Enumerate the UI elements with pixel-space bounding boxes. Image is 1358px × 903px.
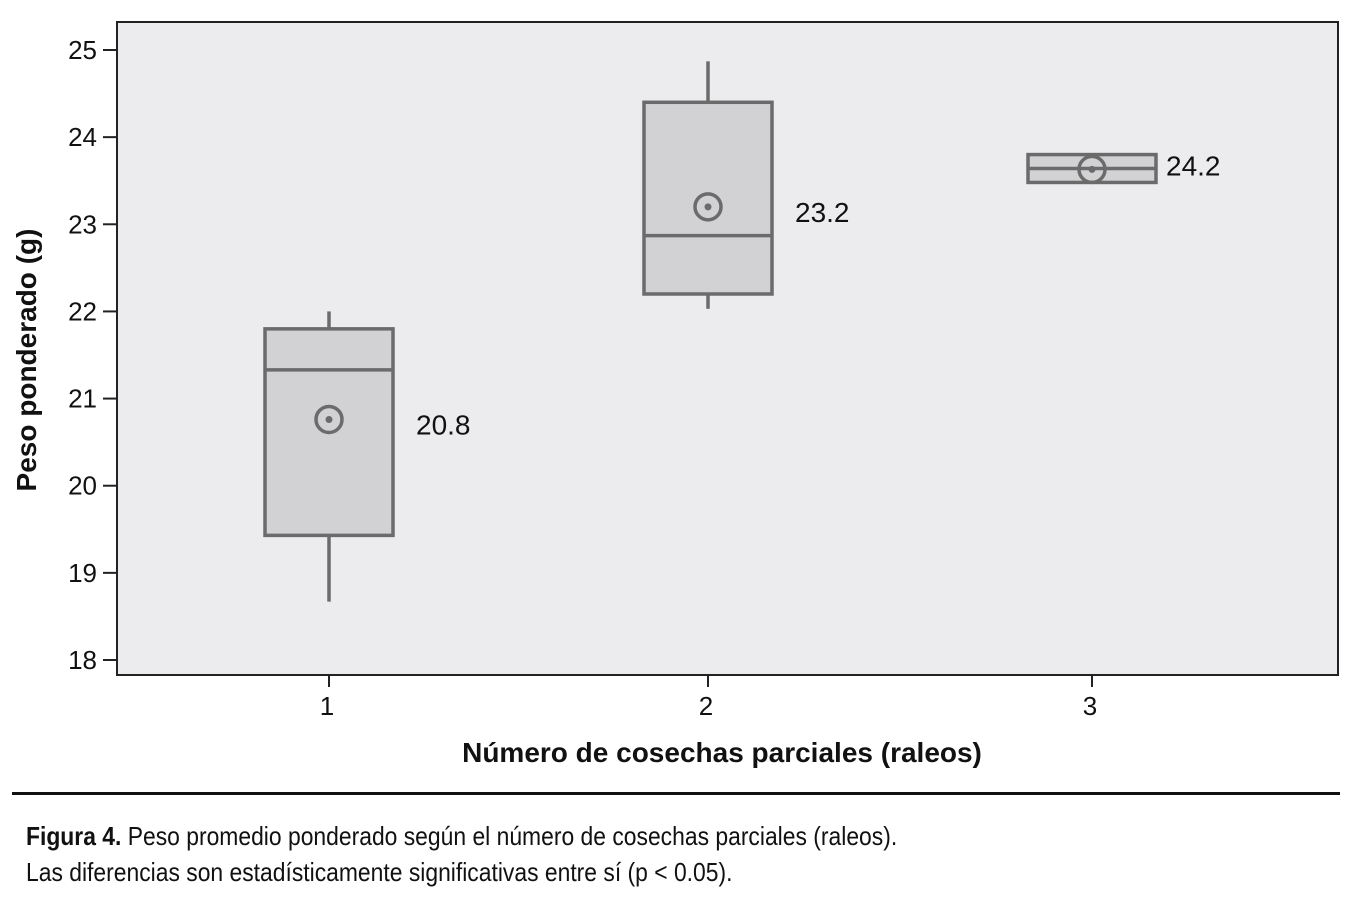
mean-dot-1 [325, 415, 333, 423]
mean-label-1: 20.8 [416, 409, 471, 440]
caption-line-1: Figura 4. Peso promedio ponderado según … [26, 818, 1179, 854]
x-tick-label-2: 2 [699, 691, 713, 721]
y-axis: 18 19 20 21 22 23 24 25 [68, 35, 117, 675]
mean-marker-2 [693, 192, 723, 222]
box-group-2: 23.2 [642, 61, 850, 309]
mean-label-2: 23.2 [795, 197, 850, 228]
y-tick-label-19: 19 [68, 558, 97, 588]
mean-dot-2 [704, 203, 712, 211]
y-tick-label-25: 25 [68, 35, 97, 65]
y-tick-label-21: 21 [68, 384, 97, 414]
caption-text-1: Peso promedio ponderado según el número … [127, 821, 898, 851]
y-tick-label-20: 20 [68, 471, 97, 501]
x-axis-title: Número de cosechas parciales (raleos) [462, 737, 982, 768]
box-group-3: 24.2 [1026, 150, 1221, 185]
y-tick-label-18: 18 [68, 645, 97, 675]
box-group-1: 20.8 [263, 311, 471, 602]
mean-marker-1 [314, 404, 344, 435]
x-axis: 1 2 3 [320, 675, 1097, 721]
caption-line-2: Las diferencias son estadísticamente sig… [26, 857, 733, 887]
mean-dot-3 [1088, 165, 1096, 173]
y-tick-label-22: 22 [68, 296, 97, 326]
mean-label-3: 24.2 [1166, 150, 1221, 181]
mean-marker-3 [1077, 154, 1107, 185]
x-tick-label-3: 3 [1083, 691, 1097, 721]
figure-label: Figura 4. [26, 821, 122, 851]
y-tick-label-23: 23 [68, 209, 97, 239]
y-tick-label-24: 24 [68, 122, 97, 152]
figure-caption: Figura 4. Peso promedio ponderado según … [26, 818, 1179, 890]
caption-divider [12, 792, 1340, 795]
x-tick-label-1: 1 [320, 691, 334, 721]
box-2 [642, 100, 774, 296]
boxes: 20.8 23.2 24.2 [263, 61, 1221, 602]
y-axis-title: Peso ponderado (g) [11, 229, 42, 492]
